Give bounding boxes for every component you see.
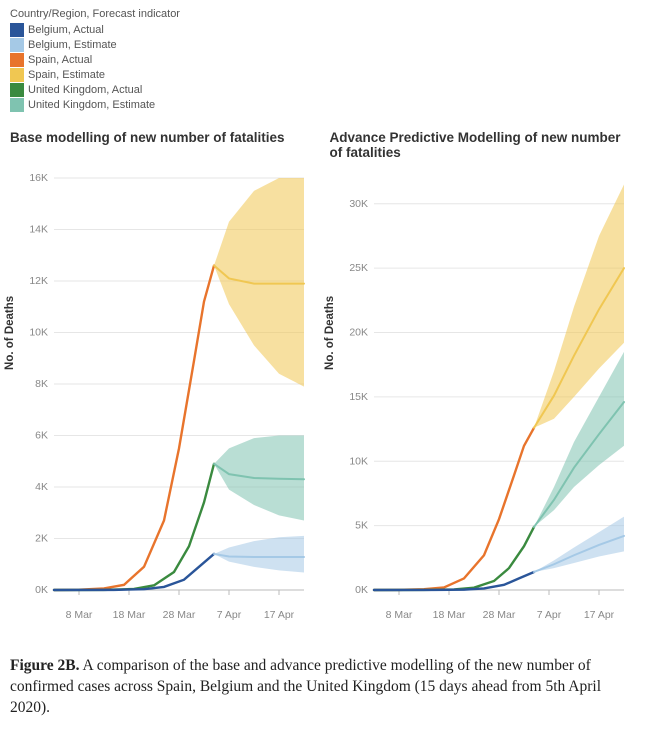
y-tick-label: 0K — [35, 584, 48, 596]
chart-title: Advance Predictive Modelling of new numb… — [330, 130, 636, 164]
x-tick-label: 8 Mar — [385, 609, 412, 621]
belgium-estimate-band — [534, 517, 624, 572]
x-tick-label: 17 Apr — [264, 609, 295, 621]
chart-svg: 0K 5K 10K 15K 20K 25K 30K 8 Mar 18 Mar 28 Mar 7 Ap… — [330, 172, 630, 642]
figure-caption: Figure 2B. A comparison of the base and … — [10, 656, 635, 719]
x-tick-label: 8 Mar — [66, 609, 93, 621]
legend-label: Belgium, Estimate — [28, 39, 117, 51]
legend-swatch — [10, 23, 24, 37]
legend-item: United Kingdom, Estimate — [10, 98, 635, 112]
legend-swatch — [10, 98, 24, 112]
chart-svg: 0K 2K 4K 6K 8K 10K 12K 14K 16K 8 Mar 18 Mar 28 Mar 7… — [10, 172, 310, 642]
y-tick-label: 8K — [35, 378, 48, 390]
y-tick-label: 16K — [29, 172, 48, 184]
legend-swatch — [10, 38, 24, 52]
y-tick-label: 25K — [349, 262, 368, 274]
legend-label: United Kingdom, Estimate — [28, 99, 155, 111]
y-tick-label: 10K — [349, 455, 368, 467]
belgium-estimate-band — [214, 536, 304, 573]
chart-title: Base modelling of new number of fataliti… — [10, 130, 316, 164]
charts-row: Base modelling of new number of fataliti… — [10, 130, 635, 642]
x-tick-label: 18 Mar — [113, 609, 146, 621]
legend-item: Belgium, Estimate — [10, 38, 635, 52]
y-axis-label: No. of Deaths — [324, 296, 336, 370]
y-tick-label: 4K — [35, 481, 48, 493]
chart-panel: Advance Predictive Modelling of new numb… — [330, 130, 636, 642]
uk-actual — [374, 527, 534, 590]
y-tick-label: 15K — [349, 391, 368, 403]
legend-label: United Kingdom, Actual — [28, 84, 142, 96]
x-tick-label: 17 Apr — [583, 609, 614, 621]
y-tick-label: 0K — [355, 584, 368, 596]
legend-label: Spain, Estimate — [28, 69, 105, 81]
chart-area: No. of Deaths0K2K4K6K8K10K12K14K16K8 Mar… — [10, 172, 316, 642]
legend-label: Spain, Actual — [28, 54, 92, 66]
y-tick-label: 6K — [35, 430, 48, 442]
legend-items: Belgium, Actual Belgium, Estimate Spain, A… — [10, 23, 635, 112]
legend-swatch — [10, 83, 24, 97]
belgium-actual — [54, 554, 214, 590]
y-tick-label: 5K — [355, 520, 368, 532]
x-tick-label: 28 Mar — [163, 609, 196, 621]
legend-item: United Kingdom, Actual — [10, 83, 635, 97]
y-axis-label: No. of Deaths — [4, 296, 16, 370]
caption-lead: Figure 2B. — [10, 657, 79, 674]
y-tick-label: 30K — [349, 198, 368, 210]
x-tick-label: 7 Apr — [536, 609, 561, 621]
legend-swatch — [10, 68, 24, 82]
x-tick-label: 18 Mar — [432, 609, 465, 621]
legend-title: Country/Region, Forecast indicator — [10, 8, 635, 20]
y-tick-label: 14K — [29, 224, 48, 236]
legend-item: Spain, Estimate — [10, 68, 635, 82]
x-tick-label: 7 Apr — [217, 609, 242, 621]
uk-actual — [54, 464, 214, 590]
y-tick-label: 12K — [29, 275, 48, 287]
spain-estimate-band — [214, 178, 304, 387]
legend-swatch — [10, 53, 24, 67]
legend-item: Spain, Actual — [10, 53, 635, 67]
chart-panel: Base modelling of new number of fataliti… — [10, 130, 316, 642]
chart-area: No. of Deaths0K5K10K15K20K25K30K8 Mar18 … — [330, 172, 636, 642]
y-tick-label: 20K — [349, 327, 368, 339]
legend-item: Belgium, Actual — [10, 23, 635, 37]
y-tick-label: 2K — [35, 533, 48, 545]
x-tick-label: 28 Mar — [482, 609, 515, 621]
legend: Country/Region, Forecast indicator Belgi… — [10, 8, 635, 112]
figure-container: Country/Region, Forecast indicator Belgi… — [0, 0, 645, 731]
y-tick-label: 10K — [29, 327, 48, 339]
legend-label: Belgium, Actual — [28, 24, 104, 36]
caption-text: A comparison of the base and advance pre… — [10, 657, 601, 716]
belgium-actual — [374, 572, 534, 590]
